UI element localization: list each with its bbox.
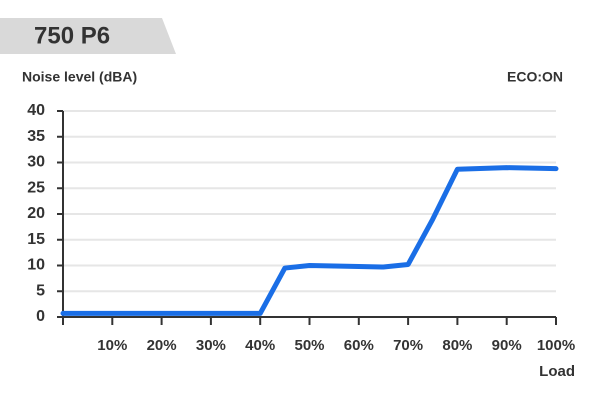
badge-bg [0, 18, 176, 54]
x-tick-label: 80% [442, 337, 472, 354]
y-tick-label: 5 [36, 282, 45, 299]
y-tick-label: 0 [36, 308, 45, 325]
x-tick-label: 10% [97, 337, 127, 354]
y-tick-label: 30 [27, 154, 45, 171]
x-axis-label: Load [539, 363, 575, 380]
y-axis-label: Noise level (dBA) [22, 69, 137, 85]
data-line [60, 165, 559, 316]
x-tick-label: 90% [492, 337, 522, 354]
x-tick-label: 60% [344, 337, 374, 354]
x-tick-label: 30% [196, 337, 226, 354]
x-tick-label: 70% [393, 337, 423, 354]
x-tick-label: 50% [294, 337, 324, 354]
mode-label: ECO:ON [507, 69, 563, 85]
x-tick-label: 100% [537, 337, 575, 354]
x-tick-label: 40% [245, 337, 275, 354]
y-tick-label: 40 [27, 102, 45, 119]
y-tick-label: 35 [27, 128, 45, 145]
badge: 750 P6 [34, 22, 110, 49]
y-tick-label: 25 [27, 179, 45, 196]
y-tick-label: 15 [27, 231, 45, 248]
y-tick-label: 10 [27, 257, 45, 274]
x-tick-label: 20% [147, 337, 177, 354]
y-tick-label: 20 [27, 205, 45, 222]
